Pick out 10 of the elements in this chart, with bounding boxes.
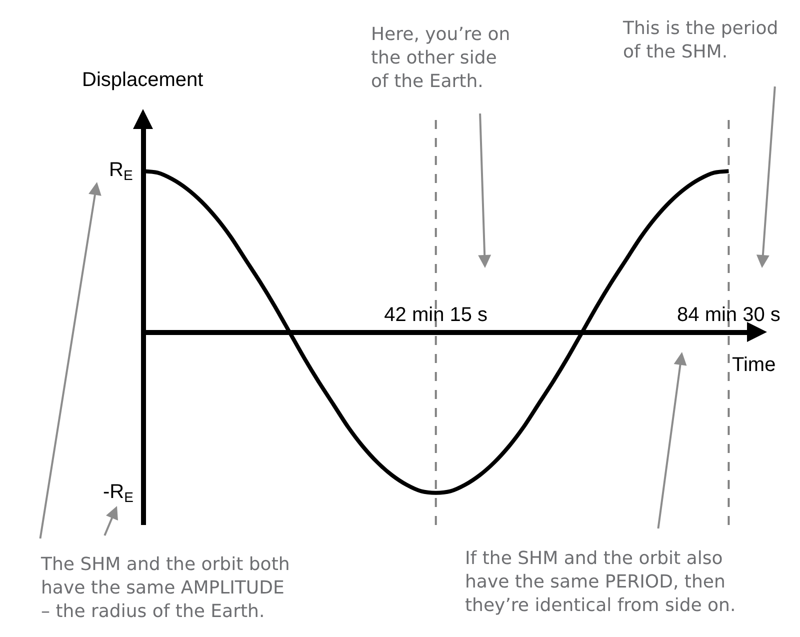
text: If the SHM and the orbit also have the same PERIOD, then they’re identical from side on.: [465, 548, 736, 616]
text: R$_{E}$: [109, 159, 133, 184]
y-axis-title: Displacement: [82, 69, 204, 91]
text: -R$_{E}$: [103, 481, 134, 506]
x-tick-label: 84 min 30 s: [677, 304, 780, 326]
text: Here, you’re on the other side of the Earth.: [371, 24, 510, 92]
text: The SHM and the orbit both have the same AMPLITUDE – the radius of the Earth.: [40, 554, 290, 622]
x-axis-title: Time: [732, 354, 776, 376]
text: This is the period of the SHM.: [622, 18, 778, 62]
x-tick-label: 42 min 15 s: [384, 304, 488, 326]
